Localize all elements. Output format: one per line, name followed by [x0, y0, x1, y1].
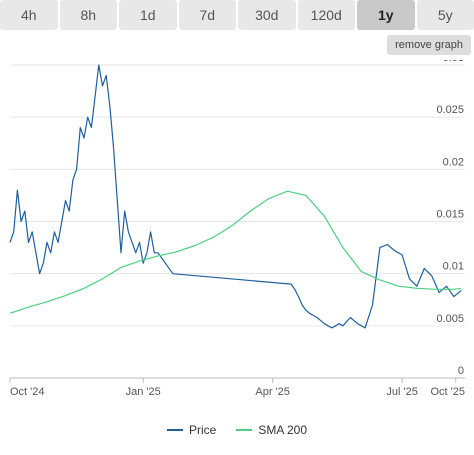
tab-1y[interactable]: 1y [357, 0, 415, 30]
price-chart: 0 0.005 0.01 0.015 0.02 0.025 0.03 Oct '24 Jan '… [9, 60, 465, 398]
y-tick-label: 0.02 [443, 156, 464, 168]
tab-120d[interactable]: 120d [297, 0, 355, 30]
chart-legend: Price SMA 200 [0, 420, 474, 440]
x-tick-label: Apr '25 [255, 386, 290, 398]
y-tick-label: 0.025 [436, 104, 464, 116]
tab-7d[interactable]: 7d [178, 0, 236, 30]
legend-swatch-price [166, 429, 183, 431]
timeframe-tabs: 4h 8h 1d 7d 30d 120d 1y 5y [0, 0, 474, 30]
legend-label-sma200: SMA 200 [258, 423, 308, 437]
series-line-price [9, 64, 462, 329]
y-tick-label: 0.015 [436, 209, 464, 221]
y-tick-label: 0.005 [436, 313, 464, 325]
tab-5y[interactable]: 5y [416, 0, 474, 30]
remove-graph-button[interactable]: remove graph [387, 35, 471, 55]
legend-item-sma200[interactable]: SMA 200 [236, 420, 307, 440]
tab-30d[interactable]: 30d [238, 0, 296, 30]
y-tick-label: 0.03 [443, 60, 464, 64]
tab-8h[interactable]: 8h [59, 0, 117, 30]
legend-label-price: Price [188, 423, 217, 437]
tab-4h[interactable]: 4h [0, 0, 58, 30]
y-tick-label: 0.01 [443, 261, 464, 273]
tab-1d[interactable]: 1d [119, 0, 177, 30]
x-tick-label: Jan '25 [126, 386, 161, 398]
legend-swatch-sma200 [236, 429, 253, 431]
legend-item-price[interactable]: Price [166, 420, 217, 440]
x-tick-label: Oct '24 [10, 386, 45, 398]
x-tick-label: Oct '25 [430, 386, 465, 398]
y-tick-label: 0 [458, 365, 464, 377]
series-line-sma-200 [9, 190, 462, 314]
x-tick-label: Jul '25 [386, 386, 417, 398]
